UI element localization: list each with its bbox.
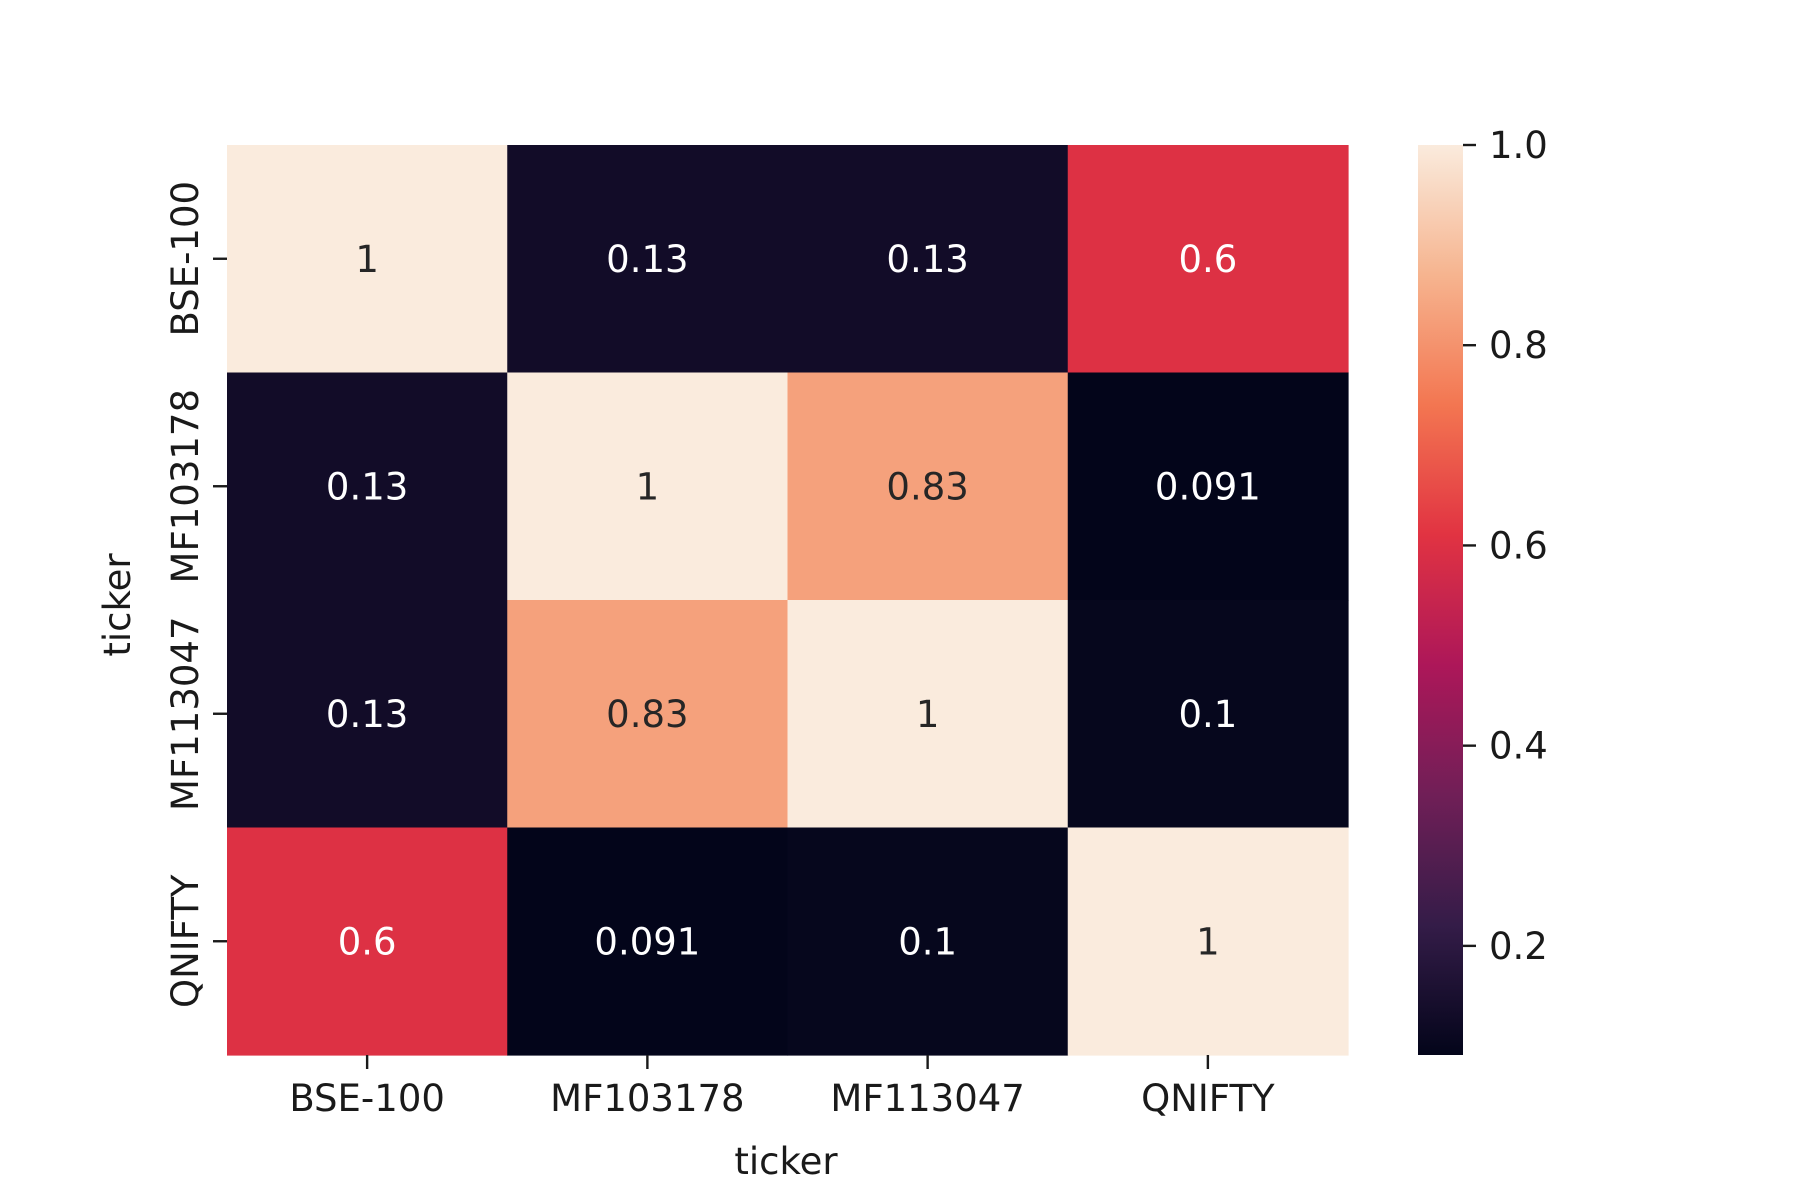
cell-value-label: 0.6 — [338, 920, 397, 963]
y-axis-label: ticker — [96, 553, 139, 657]
colorbar-tick-label: 0.8 — [1489, 324, 1548, 367]
cell-value-label: 1 — [355, 238, 379, 281]
heatmap-cell — [1067, 145, 1349, 374]
y-tick-label: QNIFTY — [164, 874, 207, 1008]
y-tick-label: MF113047 — [164, 617, 207, 811]
y-tick-label: MF103178 — [164, 389, 207, 583]
heatmap-cell — [1067, 372, 1349, 601]
cell-value-label: 0.13 — [606, 238, 688, 281]
heatmap-cell — [1067, 827, 1349, 1056]
cell-value-label: 0.13 — [326, 465, 408, 508]
cell-value-label: 0.83 — [886, 465, 968, 508]
heatmap-cell — [787, 372, 1069, 601]
heatmap-cell — [507, 372, 789, 601]
x-axis-label: ticker — [734, 1140, 838, 1183]
cell-value-label: 0.83 — [606, 693, 688, 736]
x-tick-label: MF113047 — [830, 1077, 1024, 1120]
cell-value-label: 1 — [636, 465, 660, 508]
cell-value-label: 0.091 — [594, 920, 700, 963]
heatmap-cell — [1067, 600, 1349, 829]
heatmap-cell — [227, 600, 508, 829]
heatmap-cell — [787, 600, 1069, 829]
heatmap-cell — [507, 600, 789, 829]
cell-value-label: 0.1 — [1178, 693, 1237, 736]
x-axis: BSE-100 MF103178 MF113047 QNIFTY — [289, 1055, 1275, 1120]
cell-value-label: 1 — [916, 693, 940, 736]
colorbar-tick-label: 1.0 — [1489, 124, 1548, 167]
colorbar-tick-label: 0.4 — [1489, 725, 1548, 768]
cell-value-labels: 1 0.13 0.13 0.6 0.13 1 0.83 0.091 0.13 0.83 1 0.1 0.… — [326, 238, 1261, 964]
heatmap-cell — [227, 372, 508, 601]
heatmap-cell — [227, 145, 508, 374]
cell-value-label: 1 — [1196, 920, 1220, 963]
colorbar-gradient — [1418, 145, 1463, 1055]
cell-value-label: 0.13 — [886, 238, 968, 281]
colorbar-ticks: 0.2 0.4 0.6 0.8 1.0 — [1463, 124, 1548, 968]
x-tick-label: QNIFTY — [1141, 1077, 1275, 1120]
heatmap-cells — [227, 145, 1349, 1056]
colorbar-tick-label: 0.2 — [1489, 925, 1548, 968]
cell-value-label: 0.6 — [1178, 238, 1237, 281]
cell-value-label: 0.1 — [898, 920, 957, 963]
heatmap-cell — [507, 827, 789, 1056]
y-axis: BSE-100 MF103178 MF113047 QNIFTY — [164, 181, 227, 1008]
y-tick-label: BSE-100 — [164, 181, 207, 337]
heatmap-cell — [227, 827, 508, 1056]
x-tick-label: MF103178 — [550, 1077, 744, 1120]
heatmap-cell — [787, 145, 1069, 374]
heatmap-cell — [787, 827, 1069, 1056]
colorbar-tick-label: 0.6 — [1489, 524, 1548, 567]
colorbar: 0.2 0.4 0.6 0.8 1.0 — [1418, 124, 1548, 1055]
x-tick-label: BSE-100 — [289, 1077, 445, 1120]
heatmap-cell — [507, 145, 789, 374]
cell-value-label: 0.13 — [326, 693, 408, 736]
cell-value-label: 0.091 — [1155, 465, 1261, 508]
